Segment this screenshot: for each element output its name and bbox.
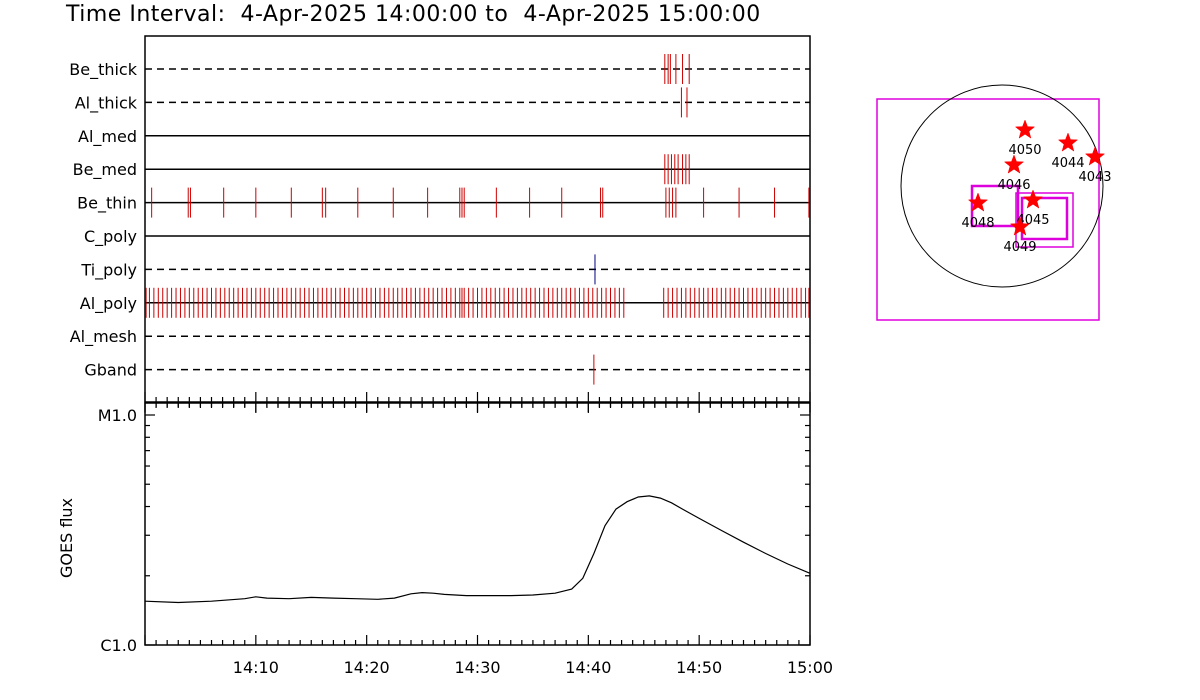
ar-star-4046 <box>1003 154 1025 174</box>
ar-star-4049 <box>1009 216 1031 236</box>
ar-label-4046: 4046 <box>997 178 1030 193</box>
row-label-Al_thick: Al_thick <box>75 93 138 113</box>
x-tick-label-14:40: 14:40 <box>565 658 611 677</box>
y-axis-label: GOES flux <box>57 498 76 578</box>
x-tick-label-14:20: 14:20 <box>344 658 390 677</box>
x-tick-label-15:00: 15:00 <box>787 658 833 677</box>
x-tick-label-14:10: 14:10 <box>233 658 279 677</box>
row-label-Gband: Gband <box>84 361 137 380</box>
page-title: Time Interval: 4-Apr-2025 14:00:00 to 4-… <box>66 2 761 27</box>
timeline-frame <box>144 35 811 403</box>
row-label-Al_med: Al_med <box>78 127 137 147</box>
row-label-Be_thin: Be_thin <box>77 194 137 214</box>
timeline-panel: Be_thick Al_thick Al_med Be_med Be_thin C_pol… <box>69 35 811 403</box>
ar-star-4048 <box>967 192 989 212</box>
row-label-Al_mesh: Al_mesh <box>70 327 137 347</box>
ar-label-4050: 4050 <box>1008 143 1041 158</box>
y-tick-label-high: M1.0 <box>98 406 137 425</box>
x-tick-label-14:30: 14:30 <box>454 658 500 677</box>
ar-star-4044 <box>1057 132 1079 152</box>
ar-label-4049: 4049 <box>1003 240 1036 255</box>
ar-star-4043 <box>1084 146 1106 166</box>
goes-flux-line <box>144 495 811 604</box>
solar-disk <box>900 84 1104 288</box>
row-label-Ti_poly: Ti_poly <box>80 260 137 280</box>
fov-box-2 <box>1015 192 1074 248</box>
fov-box-3 <box>1020 196 1069 241</box>
ar-label-4048: 4048 <box>961 216 994 231</box>
ar-label-4044: 4044 <box>1051 156 1084 171</box>
row-label-Be_med: Be_med <box>73 160 137 180</box>
ar-label-4043: 4043 <box>1078 170 1111 185</box>
y-tick-label-low: C1.0 <box>100 636 137 655</box>
x-tick-label-14:50: 14:50 <box>676 658 722 677</box>
row-label-Be_thick: Be_thick <box>69 60 137 80</box>
goes-panel: 14:10 14:20 14:30 14:40 14:50 15:00 C1.0 M1.0 GO… <box>57 392 833 677</box>
ar-star-4045 <box>1022 189 1044 209</box>
row-label-C_poly: C_poly <box>84 227 137 247</box>
fov-box-1 <box>970 184 1020 228</box>
row-label-Al_poly: Al_poly <box>80 294 137 314</box>
map-outer-box <box>876 98 1100 321</box>
ar-star-4050 <box>1014 119 1036 139</box>
